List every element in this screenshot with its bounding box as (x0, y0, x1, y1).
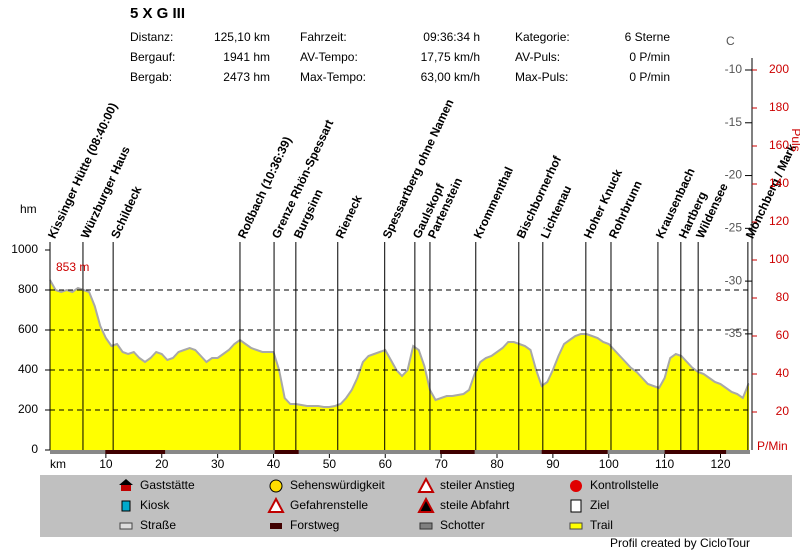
y2-tick-label: 120 (769, 214, 789, 228)
y2-tick-label: 180 (769, 100, 789, 114)
forest-segment (274, 450, 299, 454)
elevation-line (49, 279, 750, 408)
annotation: 853 m (56, 260, 89, 274)
stat-value: 125,10 km (214, 30, 270, 44)
legend-label: Kiosk (140, 498, 170, 512)
stat-label: Bergauf: (130, 50, 175, 64)
y2-tick-label: 80 (776, 290, 790, 304)
stat-label: Bergab: (130, 70, 172, 84)
stat-value: 1941 hm (223, 50, 270, 64)
y3-axis-label: C (726, 34, 735, 48)
y3-tick-label: -35 (725, 326, 743, 340)
x-tick-label: 50 (323, 457, 337, 471)
legend-icon (119, 522, 133, 530)
y3-tick-label: -10 (725, 62, 743, 76)
footer: Profil created by CicloTour (610, 536, 750, 550)
y-tick-label: 200 (18, 402, 38, 416)
stat-value: 17,75 km/h (421, 50, 480, 64)
legend-label: Sehenswürdigkeit (290, 478, 385, 492)
legend-icon (570, 499, 582, 513)
forest-segment (440, 450, 475, 454)
y2-tick-label: 60 (776, 328, 790, 342)
legend-label: steiler Anstieg (440, 478, 515, 492)
stat-label: Max-Tempo: (300, 70, 366, 84)
waypoint-label: Schildeck (108, 184, 145, 241)
y-tick-label: 0 (31, 442, 38, 456)
legend-label: Gaststätte (140, 478, 195, 492)
x-axis-bar (50, 450, 750, 454)
y2-tick-label: 100 (769, 252, 789, 266)
y-tick-label: 1000 (11, 242, 38, 256)
y-tick-label: 800 (18, 282, 38, 296)
stat-value: 0 P/min (629, 70, 670, 84)
x-tick-label: 90 (546, 457, 560, 471)
stat-value: 6 Sterne (625, 30, 671, 44)
forest-segment (105, 450, 166, 454)
stat-label: Max-Puls: (515, 70, 568, 84)
legend-icon (119, 479, 133, 485)
title: 5 X G III (130, 5, 185, 22)
legend-icon (417, 496, 435, 513)
y-tick-label: 600 (18, 322, 38, 336)
stat-label: AV-Puls: (515, 50, 560, 64)
y2-axis-label: P/Min (757, 439, 788, 453)
legend-icon (570, 480, 582, 492)
y2-tick-label: 160 (769, 138, 789, 152)
forest-segment (664, 450, 727, 454)
forest-segment (541, 450, 608, 454)
legend-icon (269, 479, 283, 493)
x-tick-label: 120 (710, 457, 730, 471)
legend-label: Straße (140, 518, 176, 532)
legend-label: Gefahrenstelle (290, 498, 368, 512)
stat-value: 0 P/min (629, 50, 670, 64)
y2-tick-label: 20 (776, 404, 790, 418)
y3-tick-label: -15 (725, 115, 743, 129)
legend-label: Schotter (440, 518, 485, 532)
legend-label: steile Abfahrt (440, 498, 510, 512)
stat-label: AV-Tempo: (300, 50, 358, 64)
legend-label: Ziel (590, 498, 609, 512)
x-tick-label: 60 (379, 457, 393, 471)
legend-icon (270, 523, 282, 529)
legend-box (40, 475, 792, 537)
stat-value: 63,00 km/h (421, 70, 480, 84)
legend-label: Forstweg (290, 518, 339, 532)
x-tick-label: 70 (434, 457, 448, 471)
x-tick-label: 80 (490, 457, 504, 471)
x-tick-label: 30 (211, 457, 225, 471)
x-tick-label: 110 (655, 457, 674, 471)
y2-axis-title: Puls (789, 128, 800, 151)
y3-tick-label: -20 (725, 168, 743, 182)
y2-tick-label: 140 (769, 176, 789, 190)
y-tick-label: 400 (18, 362, 38, 376)
waypoint-label: Rieneck (333, 193, 365, 241)
elevation-area (50, 280, 749, 450)
stat-label: Distanz: (130, 30, 173, 44)
y3-tick-label: -25 (725, 221, 743, 235)
legend-icon (569, 522, 583, 530)
x-tick-label: 40 (267, 457, 281, 471)
y2-tick-label: 200 (769, 62, 789, 76)
waypoint-label: Krommenthal (471, 165, 516, 241)
legend-label: Trail (590, 518, 613, 532)
legend-label: Kontrollstelle (590, 478, 659, 492)
stat-label: Kategorie: (515, 30, 570, 44)
x-axis-label: km (50, 457, 66, 471)
y3-tick-label: -30 (725, 273, 743, 287)
x-tick-label: 10 (99, 457, 113, 471)
legend-icon (419, 522, 433, 530)
legend-icon (121, 484, 131, 491)
stat-value: 09:36:34 h (423, 30, 480, 44)
stat-value: 2473 hm (223, 70, 270, 84)
x-tick-label: 20 (155, 457, 169, 471)
legend-icon (267, 496, 285, 513)
legend-icon (121, 500, 131, 512)
y2-tick-label: 40 (776, 366, 790, 380)
legend-icon (417, 476, 435, 493)
x-tick-label: 100 (599, 457, 619, 471)
y-axis-label: hm (20, 202, 37, 216)
stat-label: Fahrzeit: (300, 30, 347, 44)
